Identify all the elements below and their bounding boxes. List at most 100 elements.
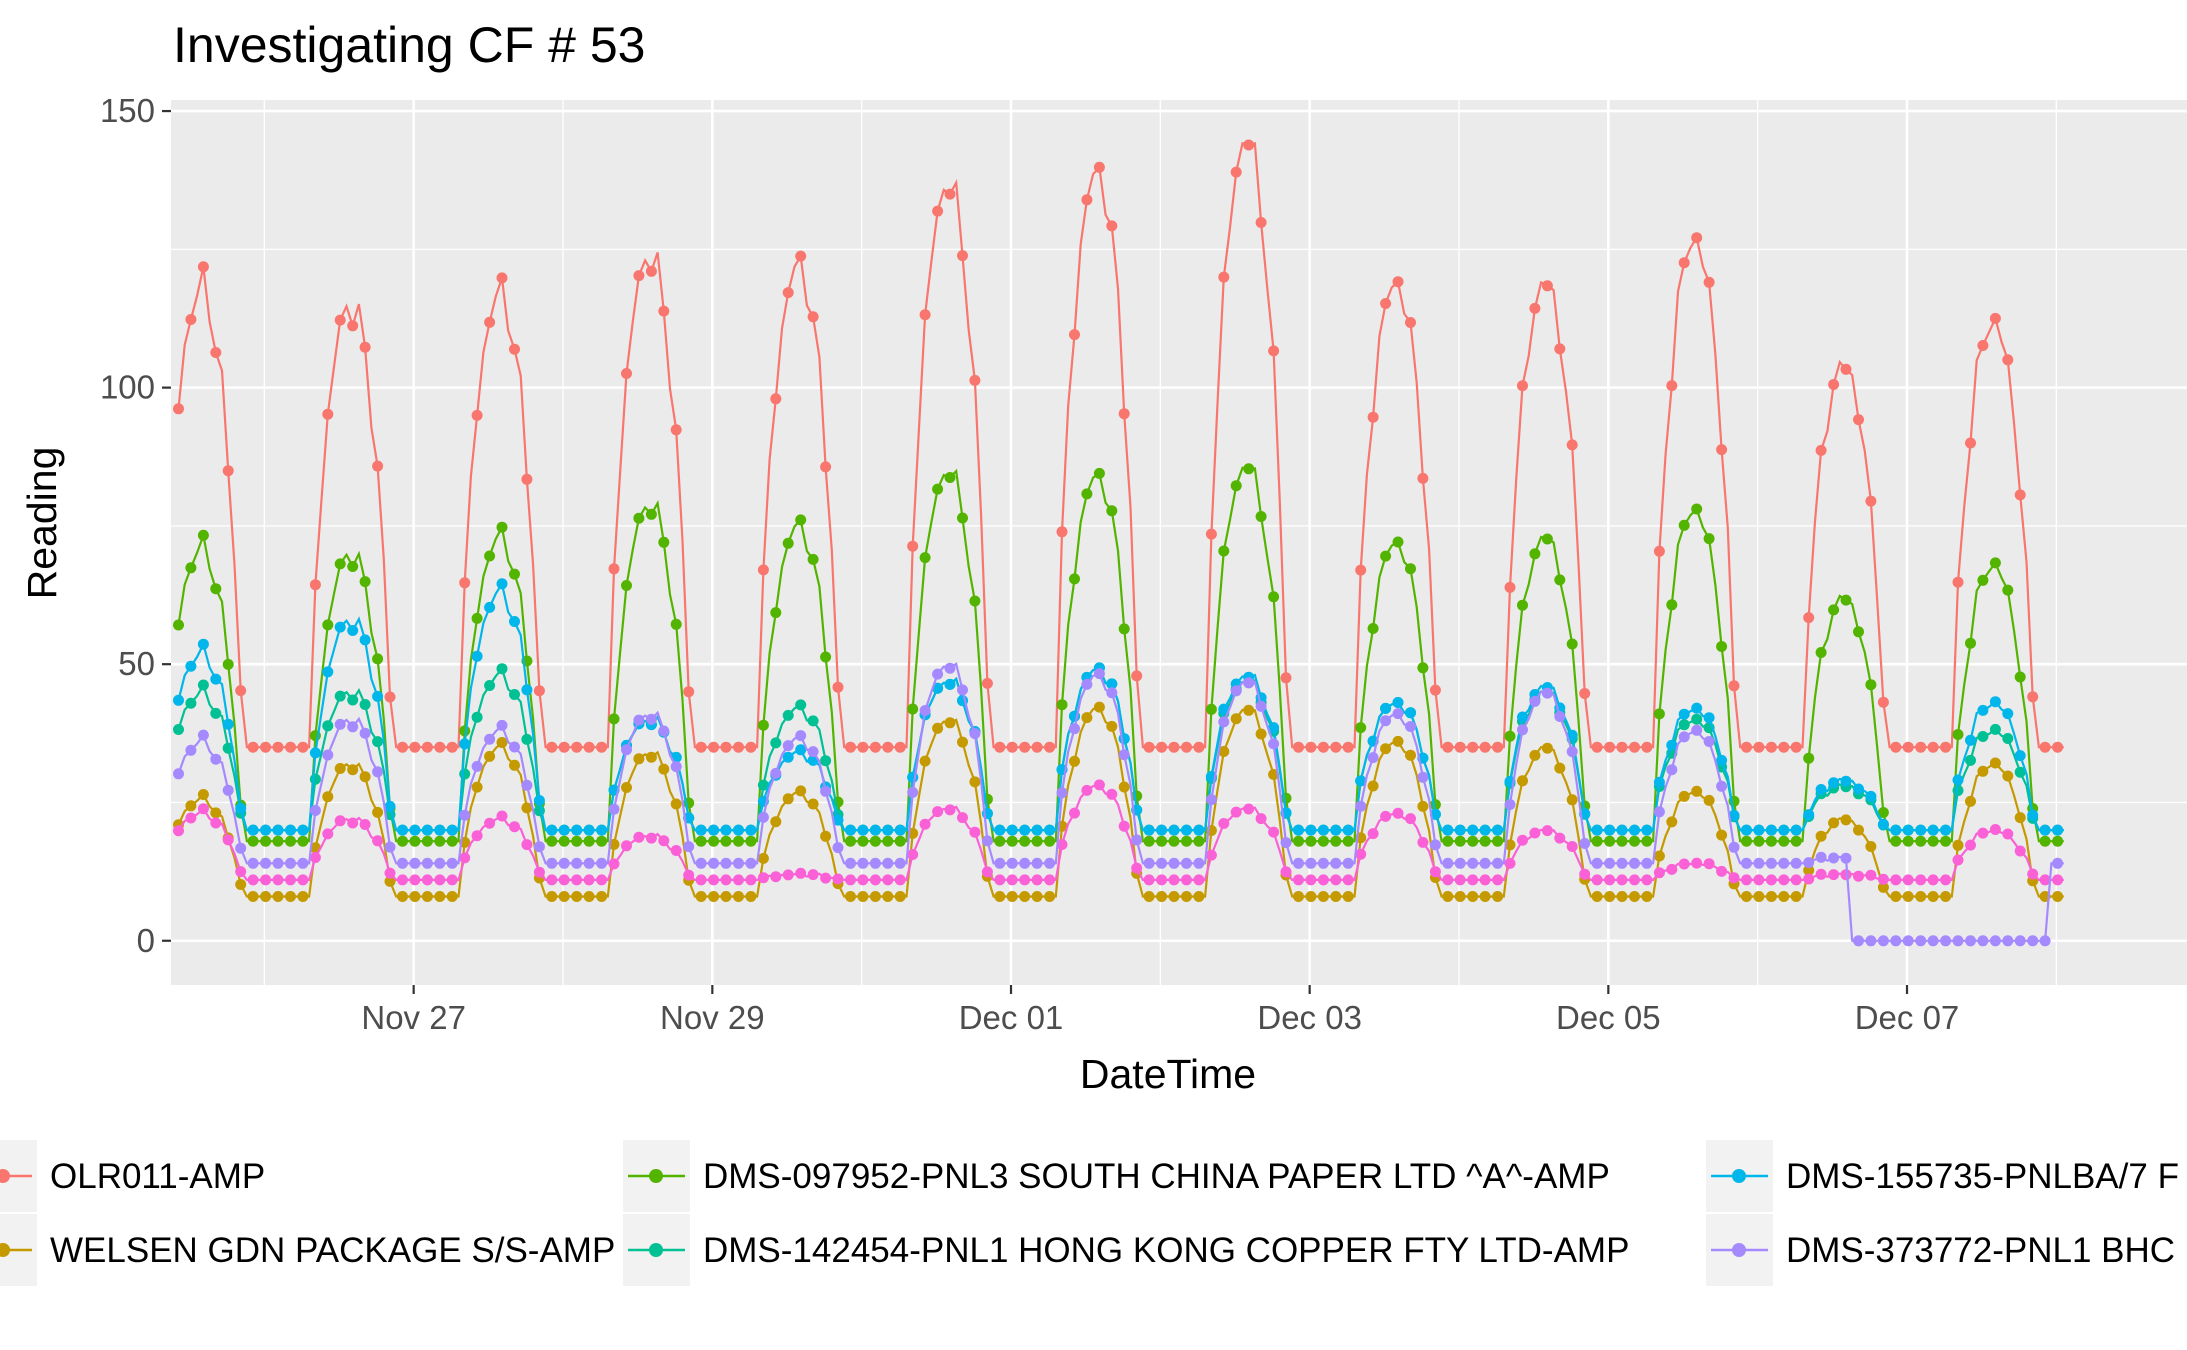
data-point <box>1989 757 2001 769</box>
data-point <box>1616 891 1628 902</box>
data-point <box>1492 857 1504 869</box>
data-point <box>1392 276 1404 288</box>
data-point <box>1143 891 1155 902</box>
data-point <box>1367 752 1379 764</box>
data-point <box>1678 790 1690 802</box>
series-6 <box>173 661 2064 947</box>
data-point <box>782 869 794 881</box>
data-point <box>957 812 968 824</box>
data-point <box>596 857 608 869</box>
data-point <box>1019 874 1031 886</box>
data-point <box>1442 874 1454 886</box>
data-point <box>1616 857 1628 869</box>
data-point <box>1865 841 1877 852</box>
data-point <box>1467 741 1479 753</box>
data-point <box>1541 742 1553 754</box>
data-point <box>932 205 944 217</box>
data-point <box>210 707 222 719</box>
data-point <box>1442 824 1454 836</box>
data-point <box>1230 480 1242 492</box>
data-point <box>347 320 359 332</box>
data-point <box>745 891 757 902</box>
data-point <box>1915 835 1927 847</box>
data-point <box>1193 824 1205 836</box>
data-point <box>235 866 247 878</box>
data-point <box>907 849 919 860</box>
data-point <box>1902 741 1914 753</box>
data-point <box>894 741 906 753</box>
data-point <box>1019 741 1031 753</box>
series-layer <box>173 139 2064 947</box>
data-point <box>1243 704 1255 716</box>
data-point <box>571 891 583 902</box>
data-point <box>521 802 533 814</box>
legend-key-point <box>649 1169 663 1183</box>
data-point <box>372 806 384 818</box>
data-point <box>1965 935 1976 947</box>
data-point <box>1716 865 1728 877</box>
data-point <box>1865 869 1877 881</box>
data-point <box>1118 623 1130 635</box>
data-point <box>1019 824 1031 836</box>
data-point <box>1554 711 1566 722</box>
data-point <box>1554 762 1566 774</box>
data-point <box>1927 824 1939 836</box>
data-point <box>1330 874 1342 886</box>
data-point <box>1728 841 1740 853</box>
data-point <box>409 874 421 886</box>
data-point <box>1853 935 1864 947</box>
data-point <box>1255 217 1267 228</box>
data-point <box>1156 835 1168 847</box>
data-point <box>1205 794 1217 806</box>
data-point <box>1629 835 1640 847</box>
data-point <box>919 755 931 767</box>
data-point <box>1230 806 1242 818</box>
data-point <box>1081 784 1093 796</box>
data-point <box>2027 935 2039 947</box>
data-point <box>384 875 396 887</box>
data-point <box>857 891 869 902</box>
data-point <box>285 835 296 847</box>
data-point <box>285 891 296 902</box>
data-point <box>359 771 371 783</box>
data-point <box>820 461 832 473</box>
data-point <box>1069 573 1080 585</box>
legend-label: DMS-097952-PNL3 SOUTH CHINA PAPER LTD ^A… <box>703 1157 1610 1196</box>
data-point <box>1952 774 1964 786</box>
data-point <box>2039 824 2051 836</box>
data-point <box>1405 317 1416 328</box>
data-point <box>459 768 471 780</box>
x-tick-label: Nov 29 <box>660 999 765 1036</box>
data-point <box>1268 722 1280 734</box>
data-point <box>297 835 309 847</box>
data-point <box>1828 379 1840 390</box>
data-point <box>558 824 570 836</box>
data-point <box>1442 741 1454 753</box>
data-point <box>1504 799 1516 810</box>
data-point <box>1168 874 1180 886</box>
data-point <box>1143 857 1155 869</box>
data-point <box>173 724 184 735</box>
data-point <box>1405 749 1416 761</box>
data-point <box>695 891 707 902</box>
data-point <box>434 741 446 753</box>
data-point <box>1280 672 1292 684</box>
data-point <box>222 658 234 670</box>
data-point <box>1790 857 1802 869</box>
y-axis: 0 50 100 150 <box>100 92 171 959</box>
data-point <box>1504 581 1516 593</box>
data-point <box>347 764 359 776</box>
data-point <box>1691 713 1703 725</box>
x-tick-label: Dec 07 <box>1855 999 1960 1036</box>
data-point <box>969 595 981 607</box>
data-point <box>1989 723 2001 735</box>
legend-item: WELSEN GDN PACKAGE S/S-AMP <box>0 1214 615 1286</box>
data-point <box>645 265 657 277</box>
data-point <box>1081 712 1093 724</box>
data-point <box>670 424 682 436</box>
data-point <box>1591 835 1603 847</box>
data-point <box>521 839 533 851</box>
data-point <box>496 719 508 731</box>
data-point <box>932 483 944 495</box>
data-point <box>1093 668 1105 680</box>
